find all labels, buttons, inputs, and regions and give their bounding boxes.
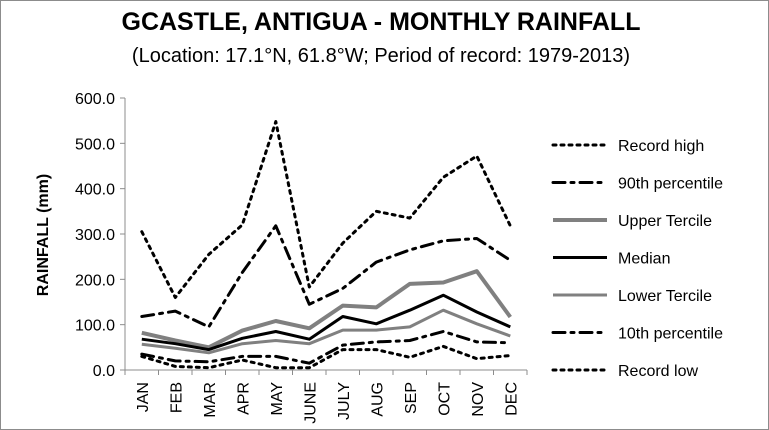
series-line [140, 344, 512, 370]
x-tick-label: JULY [336, 382, 353, 420]
x-tick-labels: JAN FEB MAR APR MAY JUNE JULY AUG SEP OCT NOV DEC [135, 382, 521, 424]
x-tick-label: OCT [436, 382, 453, 416]
series-line [140, 224, 512, 329]
x-tick-label: DEC [503, 382, 520, 416]
series-line [141, 293, 511, 352]
series-line [141, 269, 512, 350]
legend-label: Upper Tercile [618, 213, 712, 230]
x-tick-label: APR [235, 382, 252, 415]
y-tick-labels: 0.0 100.0 200.0 300.0 400.0 500.0 600.0 [75, 91, 115, 380]
series-lines [140, 120, 512, 370]
y-tick-label: 500.0 [75, 136, 115, 153]
x-tick-label: FEB [168, 382, 185, 413]
chart-subtitle: (Location: 17.1°N, 61.8°W; Period of rec… [132, 45, 630, 67]
y-tick-label: 0.0 [93, 363, 115, 380]
x-tick-label: JAN [135, 382, 152, 412]
x-tick-label: MAY [269, 382, 286, 416]
series-line [140, 330, 512, 365]
legend-label: Record high [618, 138, 704, 155]
legend-label: Lower Tercile [618, 288, 712, 305]
y-tick-label: 200.0 [75, 272, 115, 289]
legend: Record high 90th percentile Upper Tercile M… [551, 138, 723, 380]
legend-label: 10th percentile [618, 326, 723, 343]
x-tick-label: JUNE [302, 382, 319, 424]
chart-title: GCASTLE, ANTIGUA - MONTHLY RAINFALL [122, 8, 641, 36]
series-line [141, 308, 511, 355]
x-tick-label: SEP [403, 382, 420, 414]
legend-label: Record low [618, 363, 698, 380]
series-line [140, 120, 512, 299]
axes [120, 97, 528, 375]
y-tick-label: 400.0 [75, 182, 115, 199]
x-tick-label: NOV [470, 382, 487, 417]
y-tick-label: 300.0 [75, 227, 115, 244]
legend-label: Median [618, 251, 670, 268]
y-tick-label: 600.0 [75, 91, 115, 108]
legend-label: 90th percentile [618, 176, 723, 193]
y-tick-label: 100.0 [75, 318, 115, 335]
y-axis-label: RAINFALL (mm) [35, 174, 52, 296]
x-tick-label: MAR [202, 382, 219, 418]
x-tick-label: AUG [369, 382, 386, 417]
